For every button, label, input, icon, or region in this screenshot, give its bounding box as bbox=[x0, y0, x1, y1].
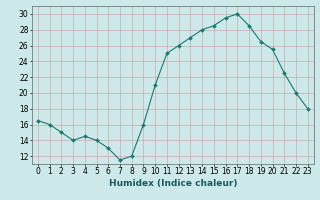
X-axis label: Humidex (Indice chaleur): Humidex (Indice chaleur) bbox=[108, 179, 237, 188]
